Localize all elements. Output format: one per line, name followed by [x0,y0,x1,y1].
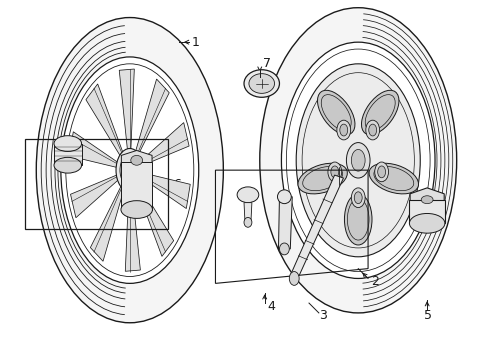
Text: 2: 2 [371,275,379,288]
Ellipse shape [369,163,418,194]
Polygon shape [143,173,190,208]
Ellipse shape [121,201,152,219]
Ellipse shape [375,162,389,182]
Ellipse shape [296,64,420,257]
Polygon shape [410,200,445,223]
Polygon shape [142,123,189,165]
Ellipse shape [125,163,135,177]
Polygon shape [90,186,124,261]
Ellipse shape [131,156,143,165]
Text: 6: 6 [173,179,181,192]
Polygon shape [54,144,81,165]
Ellipse shape [421,196,433,204]
Polygon shape [290,175,343,275]
Ellipse shape [331,166,339,178]
Polygon shape [137,185,173,256]
Ellipse shape [369,124,377,136]
Polygon shape [122,150,152,170]
Ellipse shape [116,148,144,192]
Ellipse shape [298,163,347,194]
Text: 4: 4 [268,300,275,312]
Ellipse shape [344,194,372,245]
Ellipse shape [244,217,252,227]
Ellipse shape [378,166,386,178]
Ellipse shape [249,74,274,93]
Ellipse shape [36,18,223,323]
Ellipse shape [318,90,355,135]
Ellipse shape [61,57,199,283]
Ellipse shape [328,162,342,182]
Ellipse shape [54,136,81,152]
Polygon shape [86,84,122,155]
Ellipse shape [362,90,399,135]
Polygon shape [70,132,117,167]
Polygon shape [125,192,140,271]
Ellipse shape [244,70,279,97]
Ellipse shape [279,243,289,255]
Bar [25,139,168,229]
Text: 5: 5 [424,309,432,322]
Ellipse shape [354,192,362,204]
Ellipse shape [281,42,435,278]
Text: 1: 1 [192,36,200,49]
Ellipse shape [260,8,457,313]
Ellipse shape [237,187,259,203]
Polygon shape [136,79,169,154]
Ellipse shape [277,190,291,204]
Ellipse shape [54,157,81,173]
Polygon shape [410,188,444,212]
Ellipse shape [346,143,370,178]
Polygon shape [119,69,134,149]
Polygon shape [71,175,118,218]
Polygon shape [244,203,252,222]
Polygon shape [121,162,152,210]
Text: 3: 3 [319,309,327,322]
Ellipse shape [337,120,351,140]
Ellipse shape [366,120,380,140]
Text: 7: 7 [263,57,270,70]
Ellipse shape [351,188,365,208]
Ellipse shape [351,149,365,171]
Polygon shape [278,197,292,249]
Ellipse shape [289,271,299,285]
Ellipse shape [410,213,445,233]
Ellipse shape [340,124,348,136]
Ellipse shape [120,154,140,186]
